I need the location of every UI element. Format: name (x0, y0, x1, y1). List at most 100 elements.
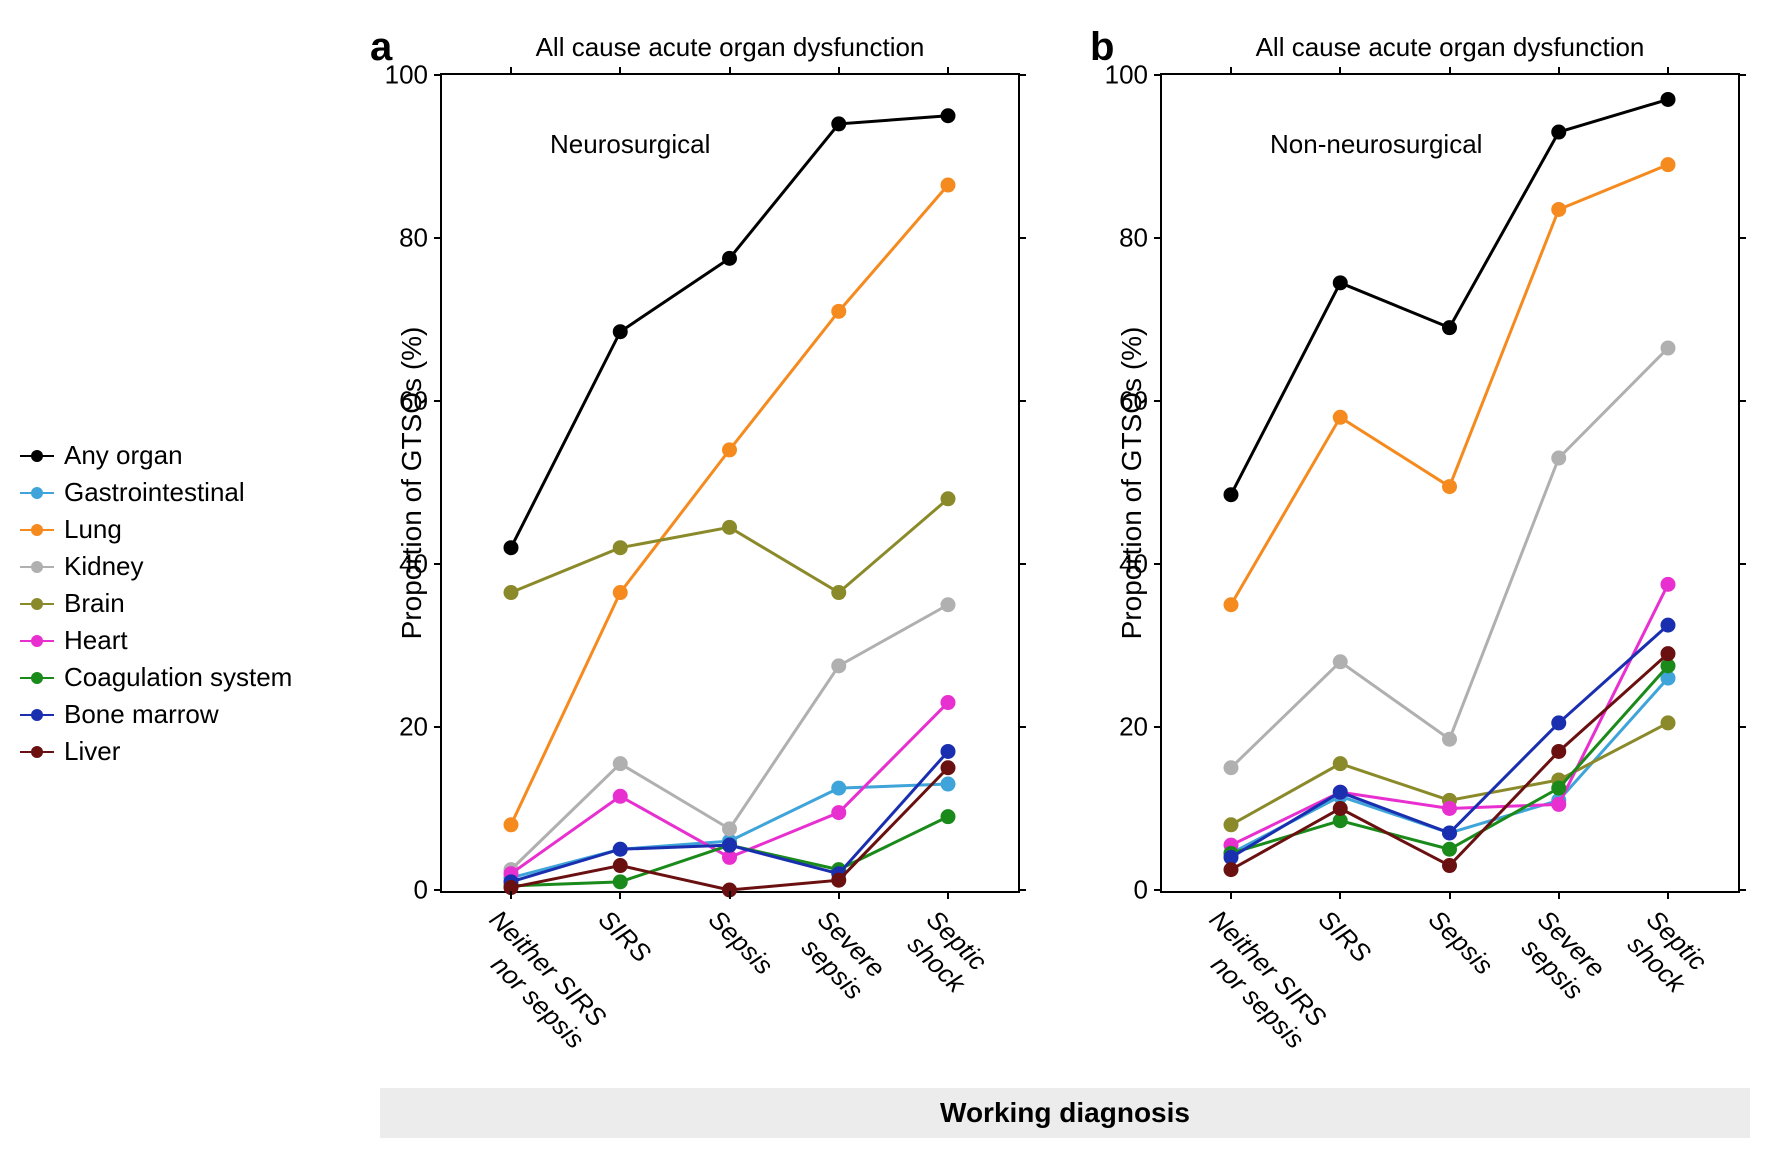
series-marker (941, 809, 956, 824)
panel-title-a: All cause acute organ dysfunction (420, 32, 1040, 63)
xtick-label: Severesepsis (1509, 904, 1611, 1006)
legend-item: Any organ (20, 440, 292, 471)
series-marker (1442, 825, 1457, 840)
legend-label: Brain (64, 588, 125, 619)
ytick-label: 0 (1134, 875, 1148, 906)
series-marker (722, 442, 737, 457)
series-line (511, 185, 948, 825)
ytick-label: 80 (399, 223, 428, 254)
series-marker (1333, 654, 1348, 669)
series-marker (1551, 797, 1566, 812)
series-marker (1224, 597, 1239, 612)
ytick-label: 20 (1119, 712, 1148, 743)
legend-swatch (20, 455, 54, 457)
ytick-label: 100 (1105, 60, 1148, 91)
series-marker (1442, 801, 1457, 816)
series-marker (1661, 715, 1676, 730)
chart-svg-b (1162, 75, 1738, 891)
ytick-label: 40 (1119, 549, 1148, 580)
ylabel-b: Proportion of GTSQs (%) (1116, 327, 1148, 640)
series-marker (613, 858, 628, 873)
ytick-label: 40 (399, 549, 428, 580)
ytick-label: 60 (1119, 386, 1148, 417)
series-marker (1551, 125, 1566, 140)
legend-item: Lung (20, 514, 292, 545)
legend-label: Kidney (64, 551, 144, 582)
series-marker (1442, 320, 1457, 335)
chart-area-a: Proportion of GTSQs (%) Neurosurgical 02… (440, 73, 1020, 893)
series-marker (1333, 410, 1348, 425)
series-marker (1224, 760, 1239, 775)
series-marker (831, 304, 846, 319)
series-marker (504, 540, 519, 555)
series-marker (941, 491, 956, 506)
series-marker (1333, 801, 1348, 816)
xtick-label: Sepsis (702, 904, 779, 981)
series-marker (1224, 862, 1239, 877)
series-marker (1661, 577, 1676, 592)
ylabel-a: Proportion of GTSQs (%) (396, 327, 428, 640)
legend-item: Kidney (20, 551, 292, 582)
legend-swatch (20, 751, 54, 753)
series-marker (504, 585, 519, 600)
legend-swatch (20, 640, 54, 642)
legend-label: Lung (64, 514, 122, 545)
series-marker (722, 520, 737, 535)
chart-area-b: Proportion of GTSQs (%) Non-neurosurgica… (1160, 73, 1740, 893)
series-marker (613, 540, 628, 555)
series-marker (941, 760, 956, 775)
xtick-label: Neither SIRSnor sepsis (461, 904, 612, 1055)
series-marker (613, 756, 628, 771)
legend-item: Bone marrow (20, 699, 292, 730)
ytick-label: 80 (1119, 223, 1148, 254)
legend-label: Gastrointestinal (64, 477, 245, 508)
series-marker (722, 838, 737, 853)
series-marker (831, 585, 846, 600)
ytick-label: 0 (414, 875, 428, 906)
series-marker (613, 324, 628, 339)
series-marker (941, 597, 956, 612)
series-marker (613, 842, 628, 857)
series-marker (722, 251, 737, 266)
series-marker (1442, 858, 1457, 873)
series-marker (504, 817, 519, 832)
series-marker (941, 777, 956, 792)
xtick-label: SIRS (592, 904, 657, 969)
legend-swatch (20, 677, 54, 679)
series-marker (1661, 646, 1676, 661)
series-marker (1551, 451, 1566, 466)
xtick-label: Septicshock (898, 904, 993, 999)
series-line (1231, 165, 1668, 605)
series-marker (1551, 744, 1566, 759)
series-marker (1442, 479, 1457, 494)
series-marker (613, 874, 628, 889)
legend-swatch (20, 603, 54, 605)
series-marker (1661, 92, 1676, 107)
legend-swatch (20, 492, 54, 494)
series-marker (941, 108, 956, 123)
series-marker (1224, 487, 1239, 502)
series-marker (831, 658, 846, 673)
series-line (1231, 99, 1668, 494)
series-marker (831, 805, 846, 820)
legend-label: Coagulation system (64, 662, 292, 693)
xtick-label: Septicshock (1618, 904, 1713, 999)
series-line (511, 116, 948, 548)
legend-item: Coagulation system (20, 662, 292, 693)
panel-title-b: All cause acute organ dysfunction (1140, 32, 1760, 63)
legend-swatch (20, 566, 54, 568)
series-marker (1661, 157, 1676, 172)
legend-label: Liver (64, 736, 120, 767)
ytick-label: 60 (399, 386, 428, 417)
series-line (511, 499, 948, 593)
series-marker (941, 695, 956, 710)
series-marker (1442, 732, 1457, 747)
series-marker (1551, 781, 1566, 796)
series-marker (941, 178, 956, 193)
xtick-label: Sepsis (1422, 904, 1499, 981)
legend-swatch (20, 529, 54, 531)
legend-item: Gastrointestinal (20, 477, 292, 508)
legend-item: Liver (20, 736, 292, 767)
series-line (1231, 666, 1668, 853)
legend-swatch (20, 714, 54, 716)
